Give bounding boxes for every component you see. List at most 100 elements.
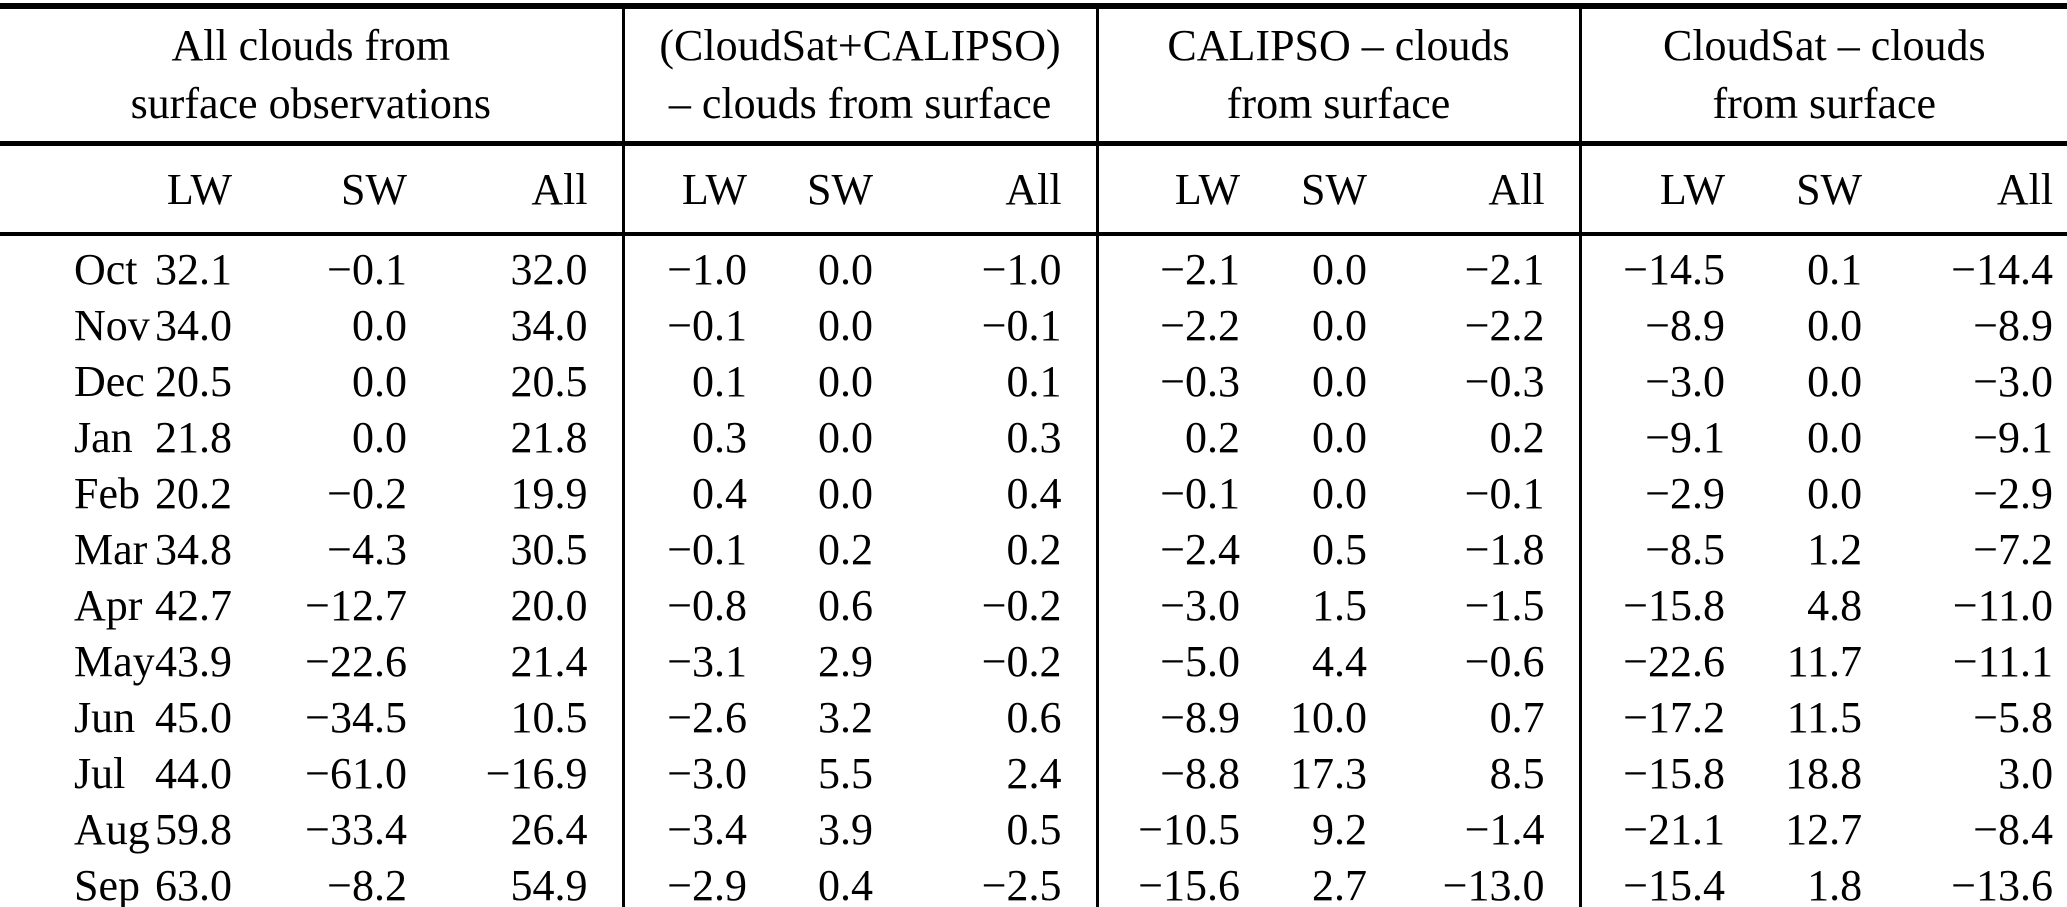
cell-feb-g1-lw: 20.2 xyxy=(155,469,232,518)
table-row-dec: Dec 20.5 0.0 20.5 0.1 0.0 0.1 −0.3 0.0 −0.3 −3.0 0.… xyxy=(0,354,2067,410)
cell-may-g1-sw: −22.6 xyxy=(305,637,407,686)
cell-jun-g3-all: 0.7 xyxy=(1489,693,1545,742)
cell-dec-g2-lw: 0.1 xyxy=(621,354,756,410)
col-header-g2-lw: LW xyxy=(621,143,756,236)
cell-nov-g4-lw: −8.9 xyxy=(1578,298,1734,354)
sub-header-row: LW SW All LW SW All LW SW All LW SW All xyxy=(0,143,2067,236)
month-label-jun: Jun xyxy=(74,693,136,742)
cell-aug-g1-sw: −33.4 xyxy=(305,805,407,854)
cell-jan-g1-all: 21.8 xyxy=(510,413,588,462)
cell-mar-g1-sw: −4.3 xyxy=(327,525,407,574)
table-row-jan: Jan 21.8 0.0 21.8 0.3 0.0 0.3 0.2 0.0 0.2 −9.1 0.0 −… xyxy=(0,410,2067,466)
cell-apr-g2-lw: −0.8 xyxy=(621,578,756,634)
cell-apr-g4-lw: −15.8 xyxy=(1578,578,1734,634)
cell-sep-g4-sw: 1.8 xyxy=(1807,861,1863,907)
cell-mar-g3-lw: −2.4 xyxy=(1095,522,1249,578)
cell-may-g3-lw: −5.0 xyxy=(1095,634,1249,690)
cell-oct-g2-sw: 0.0 xyxy=(818,245,874,294)
cell-oct-g4-sw: 0.1 xyxy=(1807,245,1863,294)
cell-apr-g3-lw: −3.0 xyxy=(1095,578,1249,634)
cell-jul-g4-lw: −15.8 xyxy=(1578,746,1734,802)
cell-jun-g4-all: −5.8 xyxy=(1973,693,2054,742)
cell-apr-g1-lw: 42.7 xyxy=(155,581,232,630)
cell-dec-g1-all: 20.5 xyxy=(510,357,588,406)
cell-sep-g1-all: 54.9 xyxy=(510,861,588,907)
cell-dec-g1-lw: 20.5 xyxy=(155,357,232,406)
cell-nov-g2-lw: −0.1 xyxy=(621,298,756,354)
cell-feb-g4-lw: −2.9 xyxy=(1578,466,1734,522)
cell-jun-g3-sw: 10.0 xyxy=(1290,693,1368,742)
cell-mar-g4-all: −7.2 xyxy=(1973,525,2054,574)
cell-sep-g2-lw: −2.9 xyxy=(621,858,756,907)
table-row-oct: Oct 32.1 −0.1 32.0 −1.0 0.0 −1.0 −2.1 0.0 −2.1 −14… xyxy=(0,234,2067,298)
cell-oct-g3-sw: 0.0 xyxy=(1312,245,1368,294)
cell-feb-g2-sw: 0.0 xyxy=(818,469,874,518)
cell-feb-g3-lw: −0.1 xyxy=(1095,466,1249,522)
month-label-jul: Jul xyxy=(74,749,126,798)
col-header-g1-sw: SW xyxy=(240,143,415,236)
cell-sep-g1-sw: −8.2 xyxy=(327,861,407,907)
cell-jun-g1-lw: 45.0 xyxy=(155,693,232,742)
cell-aug-g1-all: 26.4 xyxy=(510,805,588,854)
cell-may-g1-all: 21.4 xyxy=(510,637,588,686)
cell-jan-g3-all: 0.2 xyxy=(1489,413,1545,462)
month-column-header-empty xyxy=(0,143,150,236)
cell-mar-g2-lw: −0.1 xyxy=(621,522,756,578)
cell-jan-g4-lw: −9.1 xyxy=(1578,410,1734,466)
cell-jul-g1-all: −16.9 xyxy=(485,749,588,798)
month-label-oct: Oct xyxy=(74,245,138,294)
cell-jun-g1-all: 10.5 xyxy=(510,693,588,742)
cell-nov-g1-sw: 0.0 xyxy=(352,301,407,350)
month-label-may: May xyxy=(74,637,155,686)
cell-oct-g4-all: −14.4 xyxy=(1951,245,2054,294)
cell-mar-g3-sw: 0.5 xyxy=(1312,525,1368,574)
cell-jan-g3-sw: 0.0 xyxy=(1312,413,1368,462)
cell-mar-g4-lw: −8.5 xyxy=(1578,522,1734,578)
cell-dec-g4-all: −3.0 xyxy=(1973,357,2054,406)
cell-may-g2-lw: −3.1 xyxy=(621,634,756,690)
cloud-forcing-comparison-table: All clouds from surface observations (Cl… xyxy=(0,3,2067,907)
cell-mar-g2-sw: 0.2 xyxy=(818,525,874,574)
cell-oct-g2-lw: −1.0 xyxy=(621,234,756,298)
cell-dec-g3-sw: 0.0 xyxy=(1312,357,1368,406)
cell-oct-g1-all: 32.0 xyxy=(510,245,588,294)
cell-jan-g1-sw: 0.0 xyxy=(352,413,407,462)
cell-aug-g3-all: −1.4 xyxy=(1464,805,1545,854)
group-header-line: (CloudSat+CALIPSO) xyxy=(659,21,1061,70)
cell-sep-g3-sw: 2.7 xyxy=(1312,861,1368,907)
cell-oct-g3-lw: −2.1 xyxy=(1095,234,1249,298)
cell-dec-g3-all: −0.3 xyxy=(1464,357,1545,406)
cell-jul-g1-lw: 44.0 xyxy=(155,749,232,798)
cell-feb-g4-sw: 0.0 xyxy=(1807,469,1863,518)
cell-apr-g1-sw: −12.7 xyxy=(305,581,407,630)
col-header-g3-lw: LW xyxy=(1095,143,1249,236)
cell-mar-g4-sw: 1.2 xyxy=(1807,525,1863,574)
table-row-mar: Mar 34.8 −4.3 30.5 −0.1 0.2 0.2 −2.4 0.5 −1.8 −8.5… xyxy=(0,522,2067,578)
col-header-g3-all: All xyxy=(1375,143,1581,236)
cell-aug-g4-sw: 12.7 xyxy=(1785,805,1863,854)
month-label-dec: Dec xyxy=(74,357,145,406)
cell-mar-g1-all: 30.5 xyxy=(510,525,588,574)
cell-jul-g3-all: 8.5 xyxy=(1489,749,1545,798)
cell-aug-g2-sw: 3.9 xyxy=(818,805,874,854)
group-header-cloudsat-minus-surface: CloudSat – clouds from surface xyxy=(1578,6,2067,146)
group-header-line: All clouds from xyxy=(171,21,451,70)
cell-aug-g2-all: 0.5 xyxy=(1006,805,1062,854)
cell-may-g4-lw: −22.6 xyxy=(1578,634,1734,690)
cell-jun-g1-sw: −34.5 xyxy=(305,693,407,742)
cell-apr-g1-all: 20.0 xyxy=(510,581,588,630)
cell-aug-g1-lw: 59.8 xyxy=(155,805,232,854)
cell-jun-g2-lw: −2.6 xyxy=(621,690,756,746)
cell-oct-g3-all: −2.1 xyxy=(1464,245,1545,294)
cell-aug-g4-all: −8.4 xyxy=(1973,805,2054,854)
cell-apr-g2-all: −0.2 xyxy=(981,581,1062,630)
cell-feb-g3-sw: 0.0 xyxy=(1312,469,1368,518)
month-label-aug: Aug xyxy=(74,805,150,854)
col-header-g1-lw: LW xyxy=(150,143,240,236)
cell-jul-g3-lw: −8.8 xyxy=(1095,746,1249,802)
cell-nov-g3-sw: 0.0 xyxy=(1312,301,1368,350)
cell-aug-g4-lw: −21.1 xyxy=(1578,802,1734,858)
cell-jul-g2-lw: −3.0 xyxy=(621,746,756,802)
cell-jun-g4-sw: 11.5 xyxy=(1786,693,1863,742)
cell-jan-g2-lw: 0.3 xyxy=(621,410,756,466)
